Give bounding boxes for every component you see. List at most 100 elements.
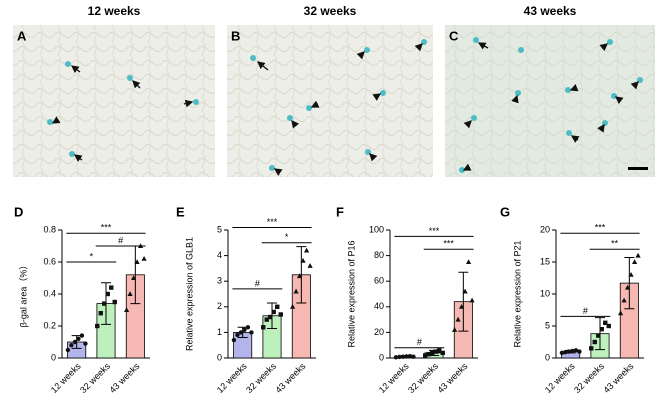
data-point <box>617 310 624 316</box>
x-tick-label: 43 weeks <box>435 361 469 395</box>
data-point <box>603 320 608 325</box>
data-point <box>278 312 283 317</box>
data-point <box>458 304 465 309</box>
significance-label: *** <box>267 217 278 227</box>
x-tick-label: 32 weeks <box>244 361 278 395</box>
x-tick-label: 43 weeks <box>107 361 141 395</box>
x-tick-label: 43 weeks <box>601 361 635 395</box>
significance-label: * <box>285 232 289 242</box>
significance-label: *** <box>429 226 440 236</box>
significance-label: # <box>417 337 422 347</box>
y-tick-label: 10 <box>540 288 550 298</box>
x-tick-label: 12 weeks <box>215 361 249 395</box>
data-point <box>437 348 442 353</box>
y-tick-label: 1 <box>217 327 222 337</box>
data-point <box>404 354 409 359</box>
data-point <box>72 339 78 345</box>
data-point <box>102 301 107 306</box>
data-point <box>426 351 431 357</box>
data-point <box>455 316 461 322</box>
panel-label: G <box>500 204 510 219</box>
micrograph <box>13 25 215 177</box>
data-point <box>393 355 399 360</box>
data-point <box>65 347 71 353</box>
data-point <box>275 304 280 309</box>
data-point <box>563 350 568 355</box>
data-point <box>95 323 100 329</box>
data-point <box>400 354 406 359</box>
data-point <box>570 348 575 354</box>
data-point <box>105 291 110 297</box>
data-point <box>76 336 81 341</box>
y-axis-label: Relative expression of P21 <box>512 240 522 347</box>
data-point <box>261 325 266 330</box>
data-point <box>592 339 597 345</box>
x-tick-label: 12 weeks <box>49 361 83 395</box>
data-point <box>235 332 240 338</box>
y-tick-label: 40 <box>374 301 384 311</box>
panel-label: F <box>336 204 344 219</box>
y-tick-label: 4 <box>217 250 222 260</box>
data-point <box>440 350 445 356</box>
y-tick-label: 80 <box>374 250 384 260</box>
data-point <box>127 291 133 296</box>
data-point <box>293 288 299 294</box>
data-point <box>462 288 468 294</box>
data-point <box>430 350 435 356</box>
data-point <box>606 323 611 329</box>
data-point <box>559 350 565 356</box>
y-tick-label: 5 <box>545 320 550 330</box>
data-point <box>231 337 237 343</box>
data-point <box>621 297 627 303</box>
y-tick-label: 20 <box>540 224 550 234</box>
y-axis-label: β-gal area（%） <box>18 261 28 328</box>
error-bar <box>624 257 635 310</box>
data-point <box>271 309 276 315</box>
panel-label: C <box>449 28 459 43</box>
data-point <box>98 311 103 316</box>
data-point <box>465 259 472 264</box>
data-point <box>112 299 117 305</box>
panel-label: B <box>231 28 240 43</box>
error-bar <box>458 271 469 332</box>
data-point <box>268 314 273 320</box>
data-point <box>245 325 251 330</box>
data-point <box>596 333 601 338</box>
data-point <box>307 263 313 268</box>
data-point <box>289 304 296 309</box>
significance-label: ** <box>611 239 619 249</box>
significance-label: *** <box>101 223 112 233</box>
significance-label: # <box>118 235 123 245</box>
data-point <box>397 354 402 360</box>
significance-label: *** <box>595 223 606 233</box>
y-tick-label: 5 <box>217 224 222 234</box>
data-point <box>624 284 631 290</box>
y-tick-label: 0 <box>545 352 550 362</box>
x-tick-label: 32 weeks <box>572 361 606 395</box>
significance-label: * <box>90 251 94 261</box>
x-tick-label: 12 weeks <box>543 361 577 395</box>
significance-label: # <box>255 278 260 288</box>
scale-bar <box>628 167 648 170</box>
micrograph <box>227 25 433 177</box>
y-tick-label: 0.4 <box>43 288 56 298</box>
y-axis-label: Relative expression of P16 <box>346 240 356 347</box>
data-point <box>451 327 458 332</box>
data-point <box>264 317 269 322</box>
data-point <box>238 330 244 335</box>
data-point <box>303 247 310 253</box>
y-tick-label: 0 <box>217 352 222 362</box>
y-tick-label: 60 <box>374 276 384 286</box>
data-point <box>433 349 438 354</box>
x-tick-label: 43 weeks <box>273 361 307 395</box>
y-tick-label: 20 <box>374 327 384 337</box>
panel-title: 32 weeks <box>304 4 357 18</box>
data-point <box>109 285 114 290</box>
data-point <box>407 354 413 359</box>
data-point <box>300 257 306 263</box>
data-point <box>411 354 416 359</box>
y-tick-label: 0 <box>51 352 56 362</box>
y-tick-label: 100 <box>369 224 384 234</box>
micrographs <box>13 25 655 177</box>
data-point <box>469 297 475 303</box>
